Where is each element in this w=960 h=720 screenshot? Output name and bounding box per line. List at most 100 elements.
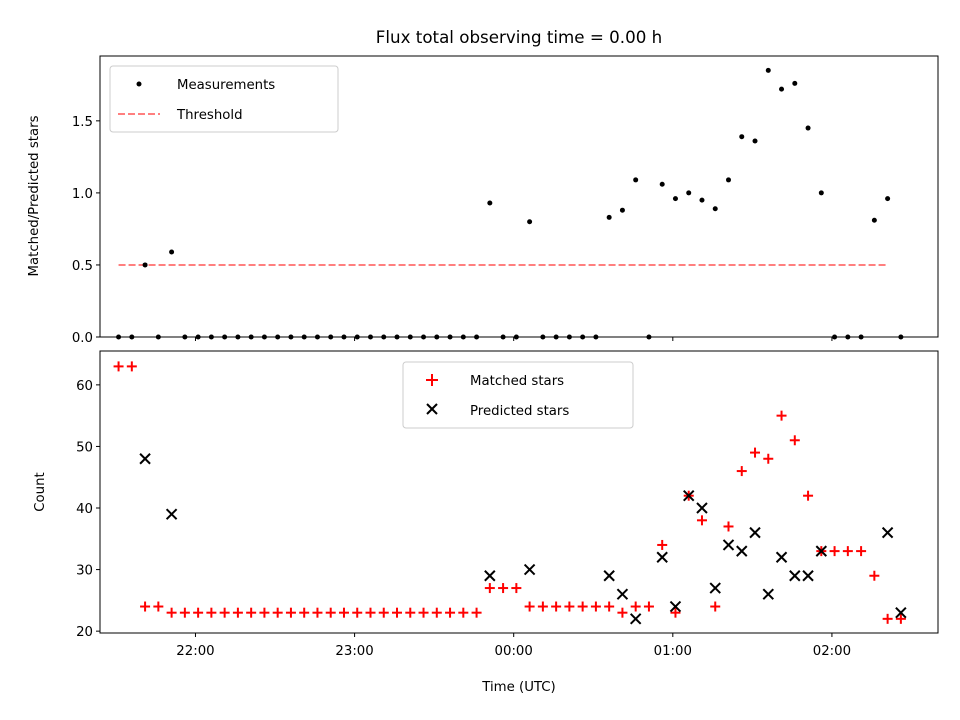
top-panel: 0.0 0.5 1.0 1.5 Matched/Predicted stars Mea… (27, 55, 939, 346)
predicted-star-point (815, 545, 828, 557)
matched-star-point (378, 607, 389, 618)
bottom-panel-ylabel: Count (33, 472, 48, 512)
predicted-star-point (616, 588, 629, 600)
matched-star-point (564, 601, 575, 612)
matched-star-point (524, 601, 535, 612)
matched-star-point (498, 583, 509, 594)
matched-star-point (590, 601, 601, 612)
matched-star-point (140, 601, 151, 612)
predicted-star-point (603, 570, 615, 582)
matched-star-point (272, 607, 283, 618)
legend-threshold-label: Threshold (176, 108, 243, 123)
matched-star-point (643, 601, 654, 612)
matched-star-point (405, 607, 416, 618)
predicted-star-point (669, 600, 682, 613)
matched-star-point (206, 607, 217, 618)
top-y-tick-label: 1.0 (72, 187, 93, 202)
predicted-star-point (683, 489, 695, 502)
top-y-tick-label: 0.0 (72, 331, 93, 346)
measurement-point (169, 249, 175, 255)
bottom-y-tick-label: 50 (76, 440, 93, 455)
measurement-point (765, 67, 771, 73)
matched-star-point (166, 607, 177, 618)
matched-star-point (352, 607, 363, 618)
bottom-panel-y-axis: 20 30 40 50 60 (76, 379, 100, 640)
matched-star-point (789, 435, 800, 446)
top-panel-y-axis: 0.0 0.5 1.0 1.5 (72, 115, 100, 346)
predicted-star-point (789, 570, 801, 582)
predicted-star-point (165, 508, 178, 520)
matched-star-point (670, 607, 681, 618)
matched-star-point (617, 607, 628, 618)
matched-star-point (219, 607, 230, 618)
measurement-point (142, 262, 148, 268)
predicted-star-point (656, 551, 668, 563)
x-tick-label: 22:00 (176, 644, 214, 659)
matched-star-point (431, 607, 442, 618)
predicted-star-point (139, 453, 151, 465)
predicted-star-point (736, 545, 748, 557)
matched-star-point (657, 539, 668, 550)
matched-star-point (418, 607, 429, 618)
top-panel-x-ticks (194, 337, 833, 341)
matched-star-point (232, 607, 243, 618)
matched-star-point (126, 361, 137, 372)
top-y-tick-label: 1.5 (72, 115, 93, 130)
predicted-star-point (775, 551, 788, 563)
matched-star-point (338, 607, 349, 618)
bottom-legend-box (402, 361, 634, 429)
matched-star-point (365, 607, 376, 618)
matched-star-point (113, 361, 124, 372)
measurement-point (818, 190, 824, 196)
bottom-panel-marks (113, 361, 907, 625)
matched-star-point (803, 490, 814, 501)
predicted-star-point (709, 582, 721, 594)
matched-star-point (246, 607, 257, 618)
matched-star-point (856, 546, 867, 557)
matched-star-point (312, 607, 323, 618)
top-panel-frame (99, 55, 939, 338)
matched-star-point (551, 601, 562, 612)
matched-star-point (285, 607, 296, 618)
matched-star-point (842, 546, 853, 557)
matched-star-point (577, 601, 588, 612)
predicted-star-point (881, 526, 894, 539)
measurement-point (779, 86, 785, 92)
measurement-point (739, 134, 745, 140)
predicted-star-point (629, 613, 642, 625)
matched-star-point (895, 613, 906, 624)
bottom-legend: Matched stars Predicted stars (402, 361, 634, 429)
measurement-point (487, 200, 493, 206)
matched-star-point (392, 607, 403, 618)
predicted-star-point (722, 539, 735, 551)
legend-predicted-label: Predicted stars (470, 404, 569, 419)
measurement-point (699, 197, 705, 203)
matched-star-point (537, 601, 548, 612)
predicted-star-point (696, 502, 708, 514)
predicted-star-point (749, 526, 761, 539)
bottom-y-tick-label: 20 (76, 625, 93, 640)
top-panel-ylabel: Matched/Predicted stars (27, 115, 42, 276)
matched-star-point (325, 607, 336, 618)
bottom-panel-x-axis: 22:00 23:00 00:00 01:00 02:00 (176, 633, 851, 659)
legend-measurements-label: Measurements (177, 78, 275, 93)
top-legend-box (109, 65, 339, 133)
predicted-star-point (762, 588, 774, 600)
matched-star-point (511, 583, 522, 594)
top-legend: Measurements Threshold (109, 65, 339, 133)
matched-star-point (736, 466, 747, 477)
measurement-point (885, 196, 891, 202)
matched-star-point (776, 410, 787, 421)
matched-star-point (630, 601, 641, 612)
matched-star-point (869, 570, 880, 581)
bottom-y-tick-label: 60 (76, 379, 93, 394)
x-tick-label: 02:00 (813, 644, 851, 659)
measurement-point (619, 207, 625, 213)
measurement-point (606, 214, 612, 220)
x-axis-label: Time (UTC) (481, 680, 556, 695)
legend-predicted-marker (426, 403, 438, 415)
matched-star-point (458, 607, 469, 618)
x-tick-label: 00:00 (495, 644, 533, 659)
matched-star-point (471, 607, 482, 618)
